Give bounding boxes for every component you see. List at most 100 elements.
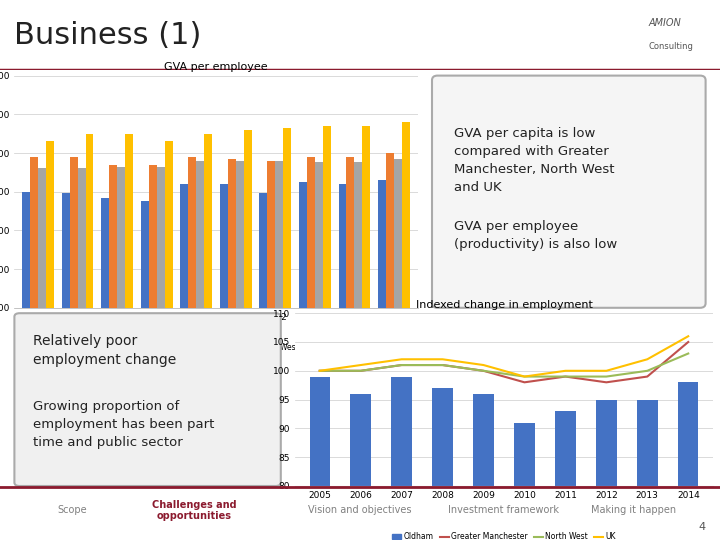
Bar	[181, 184, 189, 463]
Bar	[141, 201, 149, 463]
Greater Manchester	[602, 379, 611, 386]
Bar	[351, 394, 371, 540]
Bar	[228, 159, 235, 463]
UK	[315, 368, 324, 374]
North West	[480, 368, 488, 374]
Bar	[386, 153, 394, 463]
Bar	[109, 165, 117, 463]
Bar	[22, 192, 30, 463]
Text: Growing proportion of
employment has been part
time and public sector: Growing proportion of employment has bee…	[33, 400, 215, 449]
Bar	[346, 157, 354, 463]
Text: 4: 4	[698, 522, 706, 532]
Legend: Oldham, Greater Manchester, North West, UK: Oldham, Greater Manchester, North West, …	[389, 529, 619, 540]
Bar	[197, 161, 204, 463]
Bar	[86, 134, 94, 463]
Text: Scope: Scope	[57, 505, 87, 515]
Bar	[243, 130, 251, 463]
Bar	[259, 193, 267, 463]
North West	[520, 373, 528, 380]
Greater Manchester	[315, 368, 324, 374]
Bar	[402, 122, 410, 463]
Bar	[678, 382, 698, 540]
Greater Manchester	[356, 368, 365, 374]
Text: Vision and objectives: Vision and objectives	[308, 505, 412, 515]
Line: UK: UK	[320, 336, 688, 376]
Text: Relatively poor
employment change: Relatively poor employment change	[33, 334, 176, 367]
Greater Manchester	[480, 368, 488, 374]
UK	[480, 362, 488, 368]
Bar	[338, 184, 346, 463]
Text: GVA per capita is low
compared with Greater
Manchester, North West
and UK: GVA per capita is low compared with Grea…	[454, 127, 614, 194]
FancyBboxPatch shape	[14, 313, 281, 486]
Text: Consulting: Consulting	[649, 43, 693, 51]
Text: Challenges and
opportunities: Challenges and opportunities	[152, 500, 237, 521]
Text: AMION: AMION	[649, 18, 681, 28]
UK	[356, 362, 365, 368]
UK	[561, 368, 570, 374]
Bar	[165, 141, 173, 463]
Bar	[555, 411, 576, 540]
Bar	[392, 376, 412, 540]
Bar	[299, 183, 307, 463]
Bar	[354, 163, 362, 463]
North West	[602, 373, 611, 380]
Bar	[283, 128, 291, 463]
North West	[315, 368, 324, 374]
North West	[397, 362, 406, 368]
Legend: Oldham, Greater Manchester, North West, UK: Oldham, Greater Manchester, North West, …	[104, 340, 328, 355]
Bar	[378, 180, 386, 463]
Greater Manchester	[520, 379, 528, 386]
UK	[643, 356, 652, 362]
Bar	[204, 134, 212, 463]
Bar	[62, 193, 70, 463]
UK	[438, 356, 447, 362]
Text: Making it happen: Making it happen	[591, 505, 676, 515]
Text: GVA per employee
(productivity) is also low: GVA per employee (productivity) is also …	[454, 220, 617, 251]
Bar	[267, 161, 275, 463]
North West	[561, 373, 570, 380]
Bar	[117, 167, 125, 463]
North West	[356, 368, 365, 374]
Bar	[310, 376, 330, 540]
Title: Indexed change in employment: Indexed change in employment	[415, 300, 593, 309]
Bar	[235, 161, 243, 463]
Bar	[315, 163, 323, 463]
Bar	[432, 388, 453, 540]
Bar	[78, 168, 86, 463]
Bar	[70, 157, 78, 463]
Bar	[514, 423, 535, 540]
Greater Manchester	[684, 339, 693, 345]
Bar	[394, 159, 402, 463]
North West	[643, 368, 652, 374]
Bar	[323, 126, 330, 463]
Bar	[596, 400, 616, 540]
Bar	[157, 167, 165, 463]
Greater Manchester	[643, 373, 652, 380]
UK	[602, 368, 611, 374]
UK	[397, 356, 406, 362]
Text: Investment framework: Investment framework	[449, 505, 559, 515]
North West	[684, 350, 693, 357]
Bar	[38, 168, 46, 463]
Title: GVA per employee: GVA per employee	[164, 62, 268, 72]
Bar	[102, 198, 109, 463]
Line: Greater Manchester: Greater Manchester	[320, 342, 688, 382]
Greater Manchester	[561, 373, 570, 380]
Bar	[220, 184, 228, 463]
Bar	[637, 400, 657, 540]
Bar	[275, 161, 283, 463]
North West	[438, 362, 447, 368]
Line: North West: North West	[320, 354, 688, 376]
Bar	[307, 157, 315, 463]
Text: Business (1): Business (1)	[14, 21, 202, 50]
Bar	[473, 394, 494, 540]
Bar	[46, 141, 54, 463]
FancyBboxPatch shape	[432, 76, 706, 308]
Bar	[149, 165, 157, 463]
Bar	[362, 126, 370, 463]
UK	[520, 373, 528, 380]
Bar	[125, 134, 133, 463]
Greater Manchester	[438, 362, 447, 368]
Bar	[189, 157, 197, 463]
Bar	[30, 157, 38, 463]
